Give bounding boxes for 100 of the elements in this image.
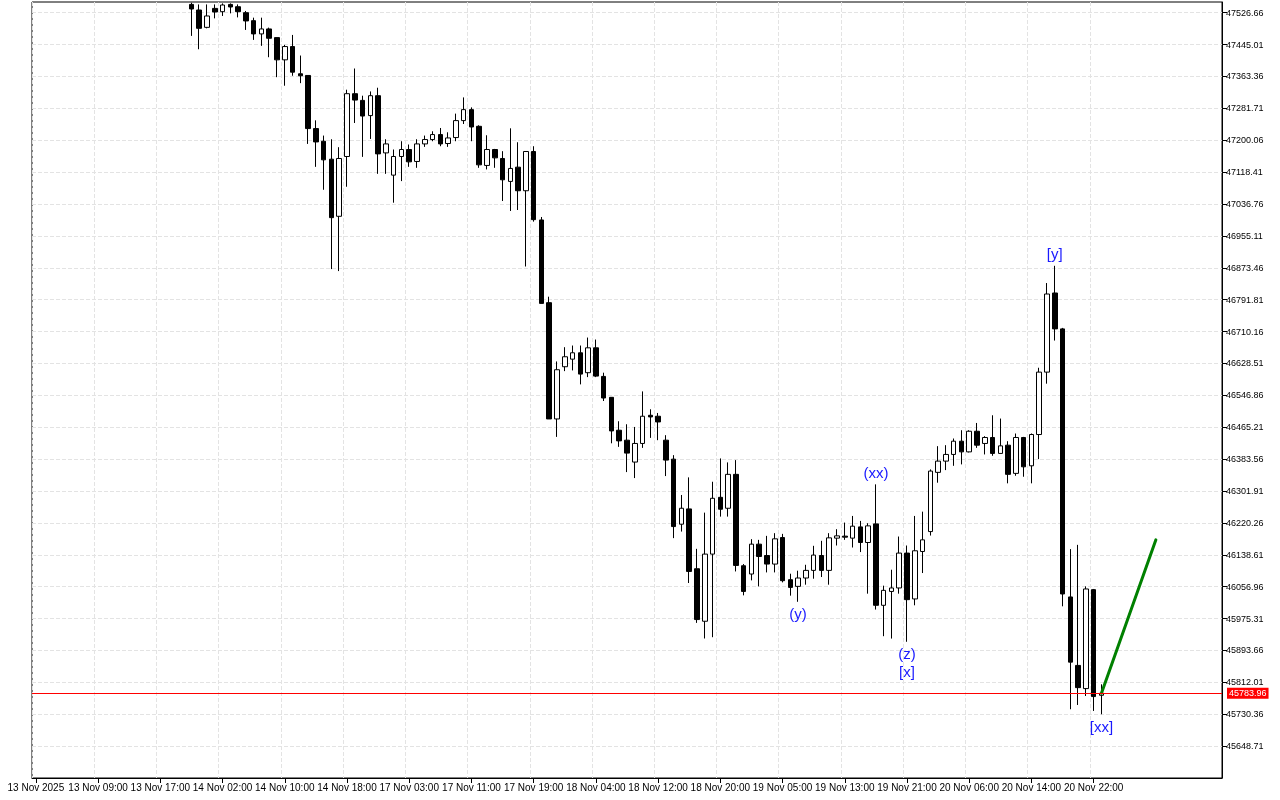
candlestick bbox=[508, 127, 513, 212]
candlestick bbox=[858, 520, 863, 553]
candlestick bbox=[826, 532, 832, 586]
candlestick bbox=[469, 106, 474, 142]
candlestick bbox=[578, 345, 583, 385]
candlestick bbox=[360, 95, 365, 158]
y-tick-label: 47281.71 bbox=[1226, 103, 1264, 114]
candlestick bbox=[445, 131, 451, 148]
x-tick-label: 14 Nov 02:00 bbox=[192, 781, 253, 793]
x-tick-label: 18 Nov 20:00 bbox=[690, 781, 751, 793]
candlestick bbox=[329, 138, 334, 270]
candlestick bbox=[453, 113, 459, 142]
x-tick-label: 18 Nov 04:00 bbox=[566, 781, 627, 793]
candlestick bbox=[274, 37, 280, 78]
candlestick bbox=[850, 515, 855, 548]
candlestick bbox=[344, 89, 350, 188]
x-tick-label: 17 Nov 03:00 bbox=[379, 781, 440, 793]
candlestick bbox=[562, 346, 568, 372]
x-tick-label: 20 Nov 22:00 bbox=[1063, 781, 1124, 793]
candlestick bbox=[1052, 265, 1058, 342]
candlestick bbox=[609, 396, 614, 444]
candlestick bbox=[546, 296, 552, 420]
candlestick bbox=[733, 459, 739, 572]
candlestick bbox=[710, 481, 715, 638]
y-tick-label: 46628.51 bbox=[1226, 358, 1264, 369]
candlestick bbox=[990, 414, 995, 457]
candlestick bbox=[865, 522, 871, 595]
candlestick bbox=[406, 144, 412, 168]
candlestick bbox=[889, 569, 894, 640]
candlestick bbox=[391, 149, 396, 204]
candlestick bbox=[943, 444, 949, 471]
candlestick bbox=[686, 476, 692, 584]
y-tick-label: 46383.56 bbox=[1226, 454, 1264, 465]
candlestick bbox=[795, 570, 801, 603]
y-tick-label: 47200.06 bbox=[1226, 135, 1264, 146]
candlestick bbox=[531, 145, 536, 223]
candlestick bbox=[998, 418, 1003, 454]
x-tick-label: 20 Nov 14:00 bbox=[1001, 781, 1062, 793]
x-tick-label: 17 Nov 11:00 bbox=[442, 781, 502, 793]
candlestick bbox=[655, 412, 661, 441]
candlestick bbox=[718, 457, 723, 518]
candlestick bbox=[1029, 433, 1034, 484]
candlestick bbox=[756, 539, 762, 587]
candlestick bbox=[632, 426, 638, 479]
candlestick bbox=[959, 429, 964, 465]
candlestick bbox=[368, 90, 373, 140]
candlestick bbox=[772, 532, 778, 573]
candlestick bbox=[803, 564, 809, 586]
candlestick bbox=[422, 135, 428, 148]
candlestick bbox=[414, 138, 420, 169]
y-tick-label: 45648.71 bbox=[1226, 741, 1264, 752]
candlestick bbox=[515, 141, 521, 211]
candlestick bbox=[539, 216, 544, 304]
candlestick bbox=[1013, 433, 1019, 477]
candlestick bbox=[266, 27, 272, 58]
x-tick-label: 13 Nov 17:00 bbox=[130, 781, 191, 793]
candlestick bbox=[881, 585, 886, 637]
candlestick bbox=[430, 130, 435, 142]
candlestick bbox=[935, 445, 941, 484]
candlestick bbox=[764, 535, 770, 573]
x-tick-label: 19 Nov 13:00 bbox=[815, 781, 875, 793]
candlestick bbox=[492, 148, 498, 169]
candlestick bbox=[896, 536, 902, 595]
candlestick bbox=[834, 528, 840, 547]
candlestick bbox=[842, 522, 848, 541]
y-tick-label: 46873.46 bbox=[1226, 262, 1264, 273]
candlestick bbox=[438, 127, 443, 147]
candlestick bbox=[1083, 585, 1089, 697]
candlestick bbox=[383, 138, 389, 175]
y-tick-label: 46138.61 bbox=[1226, 549, 1264, 560]
annotation: [x] bbox=[899, 663, 915, 681]
candlestick bbox=[663, 434, 669, 477]
candlestick bbox=[725, 461, 731, 518]
y-tick-label: 46955.11 bbox=[1226, 230, 1263, 241]
candlestick bbox=[352, 68, 358, 124]
y-tick-label: 46301.91 bbox=[1226, 485, 1264, 496]
candlestick bbox=[1091, 588, 1096, 712]
candlestick bbox=[640, 390, 645, 449]
y-tick-label: 46465.21 bbox=[1226, 422, 1264, 433]
x-tick-label: 13 Nov 2025 bbox=[7, 781, 65, 793]
y-tick-label: 45893.66 bbox=[1226, 645, 1264, 656]
candlestick bbox=[616, 420, 622, 448]
y-tick-label: 46220.26 bbox=[1226, 517, 1264, 528]
candlestick bbox=[648, 408, 653, 439]
candlestick bbox=[671, 454, 676, 539]
candlestick bbox=[554, 360, 560, 438]
candlestick bbox=[1036, 367, 1042, 460]
y-tick-label: 47526.66 bbox=[1226, 7, 1264, 18]
candlestick bbox=[259, 17, 264, 47]
candlestick bbox=[811, 545, 816, 580]
candlestick bbox=[476, 124, 482, 169]
candlestick bbox=[484, 134, 490, 170]
candlestick bbox=[951, 438, 956, 467]
x-tick-label: 20 Nov 06:00 bbox=[939, 781, 1000, 793]
candlestick bbox=[741, 563, 746, 596]
candlestick bbox=[585, 337, 591, 378]
y-tick-label: 46546.86 bbox=[1226, 390, 1264, 401]
candlestick bbox=[375, 87, 381, 175]
candlestick bbox=[251, 17, 256, 41]
y-tick-label: 46710.16 bbox=[1226, 326, 1264, 337]
